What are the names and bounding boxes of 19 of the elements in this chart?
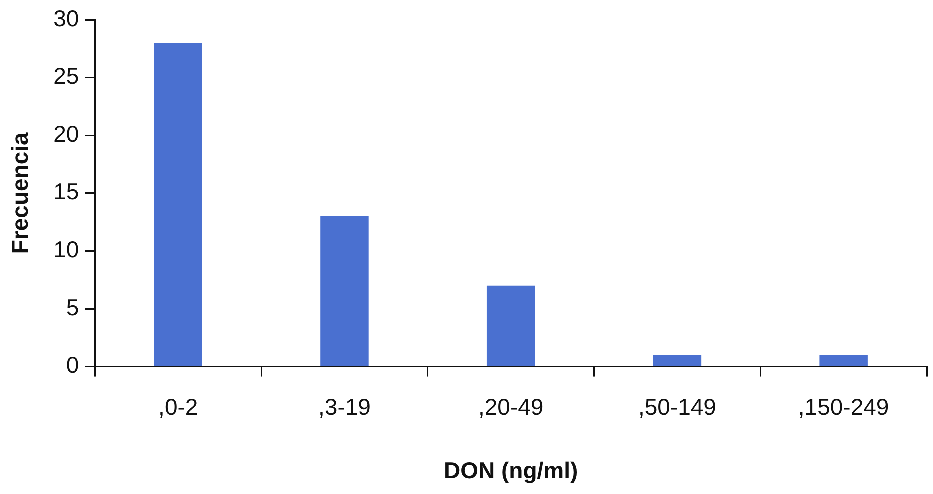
x-axis-title: DON (ng/ml) xyxy=(444,458,578,484)
x-tick-label: ,50-149 xyxy=(638,394,716,420)
y-tick-label: 10 xyxy=(54,236,80,263)
x-tick-label: ,150-249 xyxy=(798,394,890,420)
x-tick-label: ,20-49 xyxy=(478,394,544,420)
bar xyxy=(320,216,369,366)
y-tick-label: 25 xyxy=(54,63,80,90)
x-tick-label: ,3-19 xyxy=(318,394,371,420)
x-tick-label: ,0-2 xyxy=(158,394,198,420)
bar xyxy=(486,286,536,366)
y-tick-label: 0 xyxy=(66,352,80,378)
y-tick-label: 20 xyxy=(54,120,80,147)
y-axis-title: Frecuencia xyxy=(7,132,34,254)
y-tick-label: 15 xyxy=(54,178,80,205)
bar xyxy=(653,355,702,366)
y-tick-label: 30 xyxy=(54,5,80,32)
bar xyxy=(154,43,202,366)
bar xyxy=(820,355,868,366)
y-tick-label: 5 xyxy=(66,294,80,320)
